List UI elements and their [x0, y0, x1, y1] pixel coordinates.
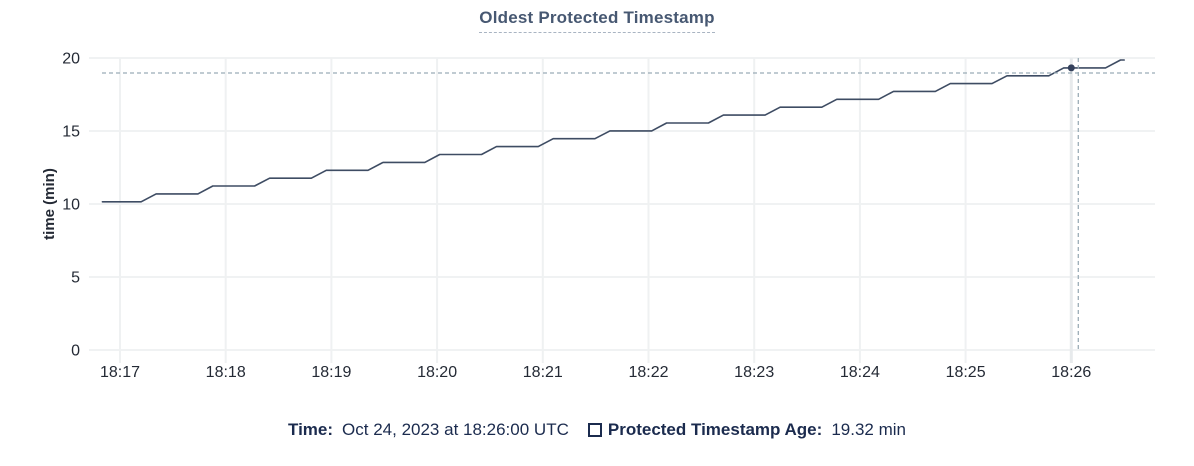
x-tick-label: 18:22 [628, 364, 668, 381]
y-tick-label: 5 [71, 270, 80, 287]
x-tick-label: 18:21 [523, 364, 563, 381]
x-tick-label: 18:18 [206, 364, 246, 381]
series-line-protected-timestamp-age [101, 59, 1125, 203]
legend-time-value: Oct 24, 2023 at 18:26:00 UTC [342, 420, 569, 439]
legend-series-value: 19.32 min [831, 420, 906, 439]
y-tick-label: 20 [62, 51, 80, 68]
legend-series-item[interactable]: Protected Timestamp Age: 19.32 min [587, 420, 906, 440]
x-tick-label: 18:25 [946, 364, 986, 381]
x-tick-label: 18:24 [840, 364, 880, 381]
x-tick-label: 18:20 [417, 364, 457, 381]
y-tick-label: 10 [62, 197, 80, 214]
legend-series-label: Protected Timestamp Age: [607, 420, 823, 439]
x-tick-label: 18:17 [100, 364, 140, 381]
y-tick-label: 15 [62, 124, 80, 141]
x-tick-label: 18:26 [1051, 364, 1091, 381]
hover-point-dot [1067, 64, 1075, 72]
chart-legend: Time: Oct 24, 2023 at 18:26:00 UTC Prote… [0, 420, 1194, 440]
x-tick-label: 18:23 [734, 364, 774, 381]
legend-time-label: Time: [288, 420, 334, 439]
chart-title[interactable]: Oldest Protected Timestamp [479, 8, 715, 33]
chart-header: Oldest Protected Timestamp [0, 8, 1194, 33]
y-tick-label: 0 [71, 343, 80, 360]
series-checkbox-swatch[interactable] [587, 423, 602, 437]
line-chart-plot-area[interactable]: 18:17 18:18 18:19 18:20 18:21 18:22 18:23 18:24… [0, 0, 1194, 400]
y-axis-title: time (min) [41, 168, 58, 240]
x-tick-label: 18:19 [311, 364, 351, 381]
